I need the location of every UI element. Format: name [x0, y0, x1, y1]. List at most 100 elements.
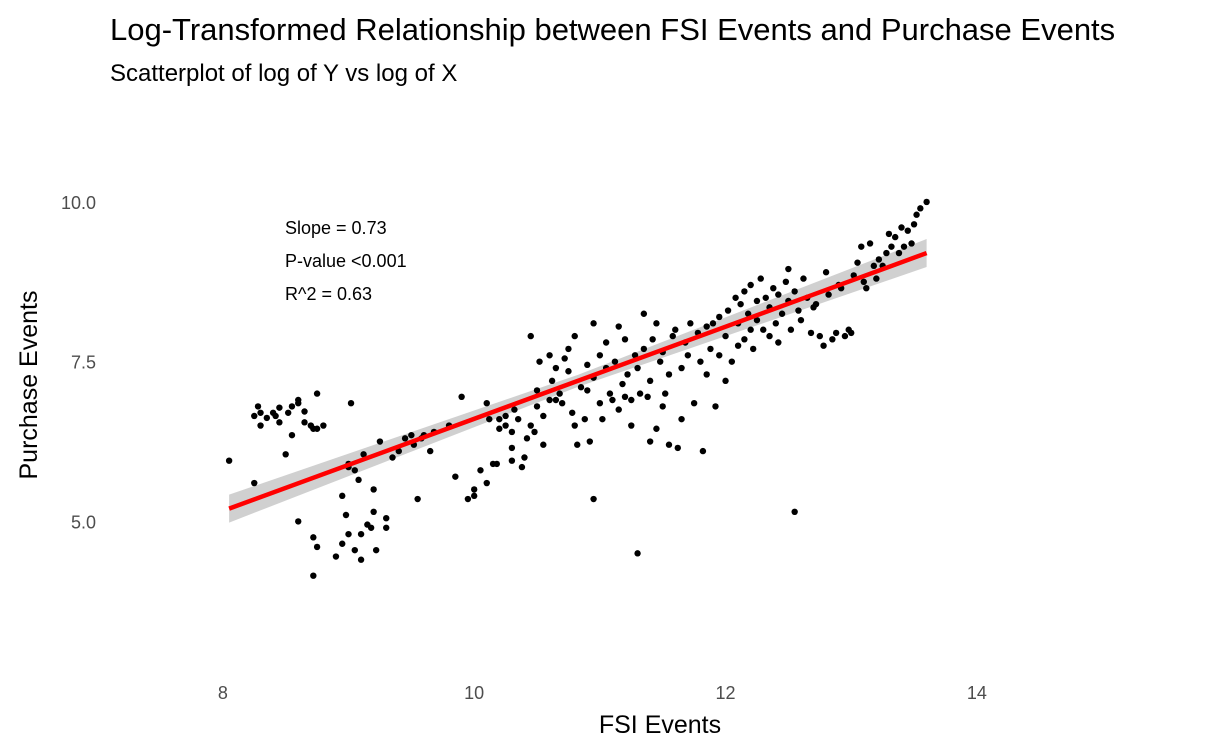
data-point: [820, 342, 827, 349]
data-point: [690, 399, 698, 407]
data-point: [257, 422, 264, 429]
data-point: [716, 352, 723, 359]
data-point: [514, 415, 522, 423]
data-point: [546, 396, 553, 404]
data-point: [355, 476, 362, 484]
y-axis-title: Purchase Events: [15, 291, 43, 480]
data-point: [797, 316, 805, 324]
data-point: [496, 415, 503, 423]
data-point: [672, 326, 679, 333]
data-point: [339, 492, 346, 500]
data-point: [332, 553, 340, 560]
y-tick-label: 7.5: [71, 353, 96, 373]
data-point: [775, 291, 782, 298]
data-point: [898, 224, 905, 231]
data-point: [347, 399, 355, 407]
data-point: [762, 294, 769, 301]
y-tick-label: 10.0: [61, 193, 96, 213]
data-point: [628, 422, 635, 429]
data-point: [561, 355, 568, 362]
data-point: [858, 243, 865, 250]
data-point: [753, 297, 761, 305]
data-point: [699, 447, 707, 455]
data-point: [357, 556, 365, 563]
data-point: [697, 358, 704, 365]
data-point: [863, 284, 870, 292]
data-point: [351, 467, 358, 474]
data-point: [313, 425, 321, 432]
data-point: [885, 230, 893, 238]
data-point: [376, 438, 384, 445]
data-point: [609, 396, 616, 404]
data-point: [665, 441, 673, 448]
data-point: [257, 409, 264, 416]
x-tick-label: 10: [464, 683, 484, 703]
data-point: [722, 332, 729, 340]
data-point: [760, 326, 767, 333]
data-point: [722, 377, 729, 385]
data-point: [825, 291, 832, 298]
data-point: [395, 447, 402, 455]
data-point: [653, 320, 660, 327]
data-point: [511, 406, 518, 413]
data-point: [634, 550, 641, 557]
data-point: [854, 259, 861, 266]
data-point: [621, 393, 629, 401]
data-point: [873, 275, 880, 282]
data-point: [822, 269, 830, 276]
data-point: [493, 460, 501, 468]
data-point: [772, 320, 780, 327]
data-point: [477, 467, 484, 474]
data-point: [351, 546, 358, 554]
data-point: [310, 572, 317, 579]
data-point: [860, 278, 867, 286]
data-point: [791, 508, 798, 516]
data-point: [749, 345, 757, 353]
data-point: [533, 403, 541, 410]
data-point: [552, 364, 560, 372]
data-point: [895, 249, 903, 257]
data-point: [709, 320, 717, 327]
data-point: [565, 345, 572, 353]
data-point: [782, 278, 790, 286]
data-point: [536, 358, 543, 365]
data-point: [251, 479, 258, 487]
data-point: [558, 399, 566, 407]
data-point: [496, 425, 503, 432]
data-point: [596, 399, 604, 407]
data-point: [370, 486, 377, 493]
data-point: [383, 524, 390, 531]
data-point: [548, 377, 556, 385]
data-point: [342, 511, 350, 519]
data-point: [816, 332, 823, 340]
data-point: [900, 243, 908, 250]
data-point: [301, 408, 308, 415]
chart-title: Log-Transformed Relationship between FSI…: [110, 12, 1116, 47]
data-point: [401, 435, 409, 442]
data-point: [875, 256, 883, 263]
chart-subtitle: Scatterplot of log of Y vs log of X: [110, 60, 458, 87]
data-point: [684, 352, 692, 359]
data-point: [665, 371, 673, 378]
data-point: [615, 406, 622, 413]
data-point: [707, 345, 714, 353]
data-point: [703, 371, 710, 378]
data-point: [757, 275, 764, 282]
data-point: [703, 323, 710, 330]
data-point: [383, 514, 390, 522]
data-point: [372, 546, 380, 554]
data-point: [464, 495, 472, 503]
data-point: [470, 486, 478, 493]
data-point: [508, 428, 516, 436]
annotation-slope: Slope = 0.73: [285, 218, 387, 238]
data-point: [634, 364, 641, 372]
data-point: [678, 364, 685, 372]
data-point: [829, 336, 836, 343]
data-point: [584, 361, 591, 369]
data-point: [470, 492, 478, 500]
data-point: [923, 198, 930, 206]
data-point: [527, 332, 534, 340]
data-point: [357, 530, 365, 538]
data-point: [712, 403, 719, 410]
